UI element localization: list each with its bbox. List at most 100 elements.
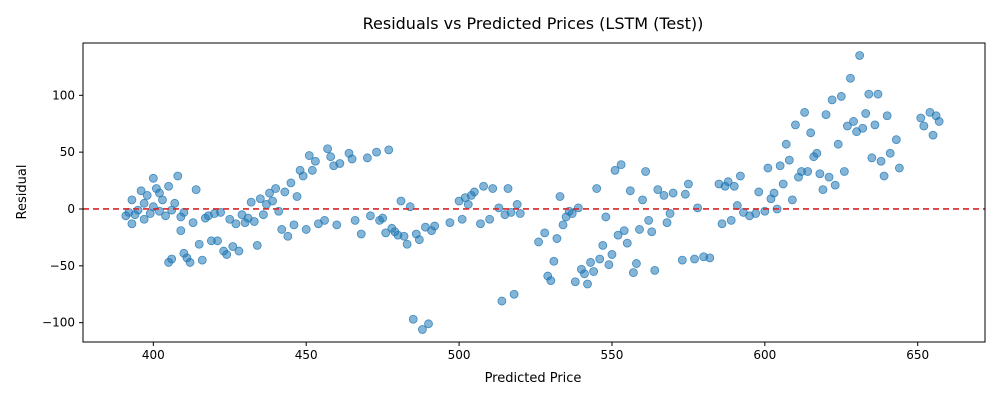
- x-tick-label: 650: [906, 348, 929, 362]
- data-point: [280, 187, 290, 197]
- data-point: [127, 195, 137, 205]
- x-axis-ticks: 400 450 500 550 600 650: [142, 342, 929, 362]
- data-point: [417, 325, 427, 334]
- data-point: [323, 144, 333, 154]
- data-point: [555, 192, 565, 201]
- data-point: [494, 203, 504, 213]
- data-point: [430, 221, 440, 231]
- data-point: [234, 246, 244, 256]
- data-point: [497, 296, 507, 306]
- data-point: [326, 152, 336, 162]
- data-point: [384, 145, 394, 155]
- data-point: [194, 239, 204, 249]
- data-point: [879, 171, 889, 181]
- data-point: [445, 218, 455, 228]
- data-point: [573, 203, 583, 213]
- data-point: [769, 188, 779, 198]
- data-point: [347, 154, 357, 164]
- x-tick-label: 550: [601, 348, 624, 362]
- data-point: [136, 186, 146, 196]
- data-point: [894, 163, 904, 173]
- data-point: [919, 121, 929, 131]
- data-point: [570, 277, 580, 287]
- data-point: [255, 194, 265, 204]
- data-point: [506, 207, 516, 217]
- data-point: [665, 209, 675, 218]
- data-point: [304, 151, 314, 160]
- data-point: [849, 117, 858, 126]
- data-point: [815, 169, 825, 179]
- data-point: [843, 121, 852, 131]
- data-point: [870, 120, 880, 130]
- data-point: [213, 236, 222, 246]
- data-point: [864, 89, 874, 99]
- data-point: [601, 212, 611, 222]
- data-point: [800, 107, 809, 117]
- data-point: [867, 153, 877, 163]
- data-point: [503, 184, 513, 193]
- data-point: [185, 258, 195, 267]
- data-point: [628, 268, 638, 278]
- x-tick-label: 600: [753, 348, 776, 362]
- data-point: [803, 167, 813, 176]
- data-point: [356, 229, 366, 239]
- data-point: [402, 239, 412, 249]
- data-point: [148, 173, 158, 183]
- data-point: [928, 130, 938, 140]
- data-point: [258, 210, 268, 220]
- data-point: [781, 139, 791, 149]
- data-point: [836, 92, 846, 101]
- data-point: [690, 254, 699, 264]
- data-point: [158, 195, 167, 205]
- x-tick-label: 450: [295, 348, 318, 362]
- y-axis-label: Residual: [15, 165, 30, 220]
- data-point: [252, 240, 262, 250]
- data-point: [249, 217, 259, 226]
- data-point: [625, 186, 635, 196]
- data-point: [784, 155, 794, 165]
- data-point: [335, 159, 345, 168]
- data-point: [479, 181, 488, 191]
- data-point: [846, 73, 855, 83]
- data-point: [833, 139, 843, 149]
- x-tick-label: 400: [142, 348, 165, 362]
- data-point: [632, 259, 641, 268]
- data-point: [362, 153, 372, 163]
- data-point: [139, 198, 149, 208]
- data-point: [723, 177, 733, 187]
- data-point: [540, 228, 550, 238]
- data-point: [659, 190, 669, 200]
- data-point: [396, 196, 406, 206]
- data-point: [729, 181, 739, 191]
- data-point: [191, 185, 201, 195]
- data-point: [265, 188, 274, 198]
- data-point: [292, 192, 302, 201]
- data-point: [457, 214, 467, 224]
- data-point: [283, 231, 293, 241]
- data-point: [286, 178, 296, 188]
- data-point: [818, 185, 828, 195]
- data-point: [246, 197, 256, 207]
- data-point: [861, 109, 871, 118]
- data-point: [366, 211, 375, 221]
- data-point: [812, 148, 822, 158]
- data-point: [350, 215, 360, 225]
- data-point: [167, 254, 177, 264]
- data-point: [607, 250, 617, 259]
- data-point: [381, 228, 391, 238]
- data-point: [735, 171, 745, 181]
- data-point: [891, 135, 901, 145]
- data-point: [271, 184, 281, 193]
- data-points: [121, 51, 944, 334]
- data-point: [726, 215, 736, 225]
- data-point: [488, 184, 498, 193]
- data-point: [754, 187, 764, 197]
- data-point: [289, 220, 299, 230]
- data-point: [839, 167, 849, 176]
- data-point: [855, 51, 865, 60]
- data-point: [604, 260, 614, 270]
- y-tick-label: −50: [50, 259, 75, 273]
- data-point: [133, 205, 143, 215]
- data-point: [546, 276, 556, 286]
